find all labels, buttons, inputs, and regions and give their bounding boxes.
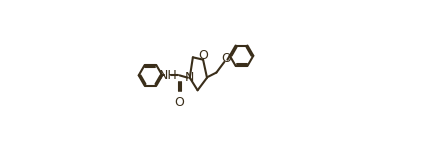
Text: O: O (198, 49, 208, 62)
Text: O: O (174, 96, 184, 108)
Text: O: O (221, 52, 231, 65)
Text: NH: NH (159, 69, 177, 82)
Text: N: N (184, 71, 194, 84)
